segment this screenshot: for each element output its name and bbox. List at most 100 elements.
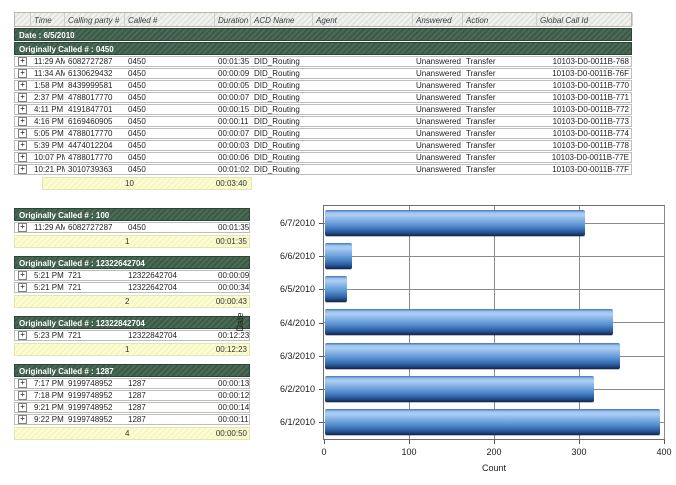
expand-cell: + [15, 153, 31, 162]
cell-duration: 00:00:06 [218, 153, 250, 162]
call-row: +5:23 PM 721 12322842704 00:12:23 [14, 330, 250, 341]
y-axis-label: 6/3/2010 [279, 350, 315, 361]
expand-cell: + [15, 57, 31, 66]
cell-answered: Unanswered [416, 93, 461, 102]
call-row: +11:29 AM 6082727287 0450 00:01:35 DID_Routi… [14, 56, 632, 67]
group-header: Originally Called # : 0450 [14, 42, 632, 55]
cell-global_id: 10103-D0-0011B-772 [552, 105, 629, 114]
expand-row-button[interactable]: + [18, 129, 27, 138]
expand-row-button[interactable]: + [18, 379, 27, 388]
y-axis-label: 6/5/2010 [279, 284, 315, 295]
cell-called: 0450 [128, 105, 146, 114]
group-summary-row: 2 00:00:43 [14, 295, 250, 308]
cell-time: 10:21 PM [34, 165, 65, 174]
cell-called: 12322642704 [128, 283, 177, 292]
expand-row-button[interactable]: + [18, 153, 27, 162]
group-header: Originally Called # : 12322842704 [14, 316, 250, 329]
cell-action: Transfer [466, 69, 496, 78]
expand-row-button[interactable]: + [18, 57, 27, 66]
cell-called: 12322842704 [128, 331, 177, 340]
cell-duration: 00:12:23 [218, 331, 250, 340]
summary-total-duration: 00:00:50 [215, 429, 247, 438]
gridline-y-center [324, 222, 664, 224]
cell-time: 11:29 AM [34, 57, 65, 66]
group-summary-row: 4 00:00:50 [14, 427, 250, 440]
summary-call-count: 4 [125, 429, 130, 438]
expand-row-button[interactable]: + [18, 331, 27, 340]
cell-duration: 00:00:07 [218, 129, 250, 138]
cell-calling: 6082727287 [68, 57, 113, 66]
expand-row-button[interactable]: + [18, 415, 27, 424]
cell-answered: Unanswered [416, 81, 461, 90]
x-axis-label: 100 [401, 447, 417, 457]
cell-time: 4:16 PM [34, 117, 64, 126]
cell-time: 5:21 PM [34, 283, 64, 292]
cell-action: Transfer [466, 93, 496, 102]
cell-called: 0450 [128, 117, 146, 126]
cell-called: 0450 [128, 165, 146, 174]
column-header-answered: Answered [413, 13, 463, 26]
cell-called: 0450 [128, 69, 146, 78]
y-axis-label: 6/6/2010 [279, 250, 315, 261]
x-tick [664, 440, 665, 444]
cell-agent [313, 93, 413, 102]
column-header-time: Time [31, 13, 65, 26]
expand-row-button[interactable]: + [18, 69, 27, 78]
cell-global_id: 10103-D0-0011B-771 [552, 93, 629, 102]
cell-called: 0450 [128, 57, 146, 66]
summary-spacer [15, 236, 125, 247]
cell-acd: DID_Routing [254, 57, 300, 66]
cell-global_id: 10103-D0-0011B-770 [552, 81, 629, 90]
expand-row-button[interactable]: + [18, 271, 27, 280]
cell-duration: 00:00:09 [218, 69, 250, 78]
expand-row-button[interactable]: + [18, 93, 27, 102]
cell-calling: 4788017770 [68, 93, 113, 102]
expand-row-button[interactable]: + [18, 141, 27, 150]
expand-row-button[interactable]: + [18, 81, 27, 90]
gridline-x-400 [664, 206, 665, 439]
group-summary-row: 10 00:03:40 [42, 177, 252, 190]
expand-row-button[interactable]: + [18, 223, 27, 232]
cell-duration: 00:00:11 [218, 415, 249, 424]
cell-acd: DID_Routing [254, 69, 300, 78]
group-section-2: Originally Called # : 12322642704 +5:21 P… [14, 256, 250, 308]
y-axis-label: 6/1/2010 [279, 417, 315, 428]
cell-called: 0450 [128, 141, 146, 150]
cell-action: Transfer [466, 105, 496, 114]
cell-called: 0450 [128, 129, 146, 138]
cell-calling: 6130629432 [68, 69, 113, 78]
expand-row-button[interactable]: + [18, 283, 27, 292]
cell-calling: 3010739363 [68, 165, 113, 174]
cell-duration: 00:00:11 [218, 117, 249, 126]
bar-6-1-2010 [325, 409, 660, 436]
y-tick [319, 422, 323, 424]
cell-agent [313, 105, 413, 114]
group-summary-row: 1 00:12:23 [14, 343, 250, 356]
cell-time: 10:07 PM [34, 153, 65, 162]
call-row: +2:37 PM 4788017770 0450 00:00:07 DID_Routin… [14, 92, 632, 103]
chart-row-6-2-2010 [324, 372, 664, 405]
cell-answered: Unanswered [416, 105, 461, 114]
cell-called: 0450 [128, 93, 146, 102]
cell-duration: 00:00:13 [218, 379, 250, 388]
cell-duration: 00:00:34 [218, 283, 250, 292]
cell-time: 5:39 PM [34, 141, 64, 150]
cell-called: 0450 [128, 81, 146, 90]
cell-acd: DID_Routing [254, 129, 300, 138]
chart-row-6-4-2010 [324, 306, 664, 339]
cell-calling: 9199748952 [68, 403, 113, 412]
date-group-header: Date : 6/5/2010 [14, 28, 632, 41]
expand-row-button[interactable]: + [18, 105, 27, 114]
cell-calling: 6082727287 [68, 223, 113, 232]
bar-6-6-2010 [325, 242, 353, 269]
cell-duration: 00:00:07 [218, 93, 250, 102]
cell-calling: 4788017770 [68, 129, 113, 138]
expand-row-button[interactable]: + [18, 117, 27, 126]
y-axis-label: 6/4/2010 [279, 317, 315, 328]
group-header: Originally Called # : 100 [14, 208, 250, 221]
summary-total-duration: 00:01:35 [215, 237, 247, 246]
expand-row-button[interactable]: + [18, 403, 27, 412]
expand-row-button[interactable]: + [18, 391, 27, 400]
expand-row-button[interactable]: + [18, 165, 27, 174]
call-row: +10:07 PM 4788017770 0450 00:00:06 DID_Routi… [14, 152, 632, 163]
